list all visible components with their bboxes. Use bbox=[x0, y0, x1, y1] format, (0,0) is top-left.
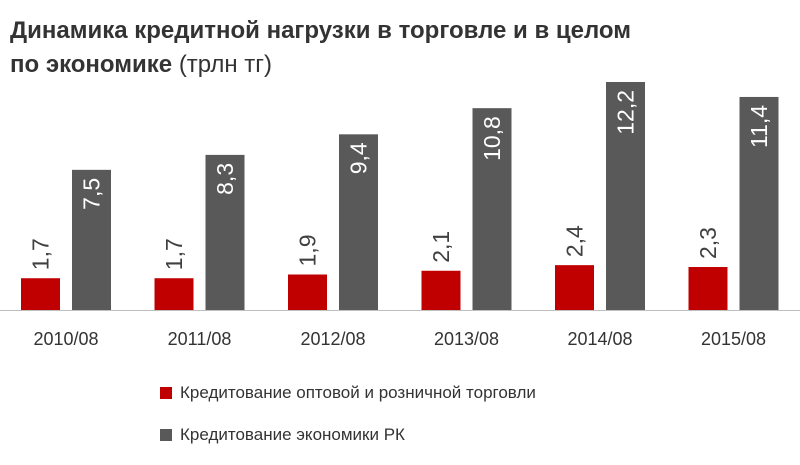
legend: Кредитование оптовой и розничной торговл… bbox=[160, 378, 536, 462]
data-label-trade-2011/08: 1,7 bbox=[161, 238, 187, 270]
bar-economy-2011/08 bbox=[205, 154, 245, 310]
bar-trade-2012/08 bbox=[288, 274, 327, 310]
data-label-economy-2011/08: 8,3 bbox=[212, 163, 238, 195]
x-tick-label-2013/08: 2013/08 bbox=[434, 329, 499, 349]
legend-swatch-trade bbox=[160, 387, 172, 399]
data-label-economy-2013/08: 10,8 bbox=[479, 116, 505, 161]
data-label-trade-2013/08: 2,1 bbox=[428, 231, 454, 263]
bar-trade-2013/08 bbox=[421, 270, 461, 310]
legend-label-economy: Кредитование экономики РК bbox=[180, 425, 405, 444]
bar-economy-2012/08 bbox=[339, 134, 378, 310]
data-label-economy-2010/08: 7,5 bbox=[79, 178, 105, 210]
data-label-trade-2010/08: 1,7 bbox=[28, 238, 54, 270]
legend-swatch-economy bbox=[160, 429, 172, 441]
bar-economy-2015/08 bbox=[739, 96, 779, 310]
x-tick-label-2011/08: 2011/08 bbox=[168, 329, 232, 349]
data-label-economy-2015/08: 11,4 bbox=[746, 105, 772, 148]
chart-title: Динамика кредитной нагрузки в торговле и… bbox=[10, 17, 632, 78]
bar-trade-2014/08 bbox=[555, 265, 594, 310]
data-label-economy-2014/08: 12,2 bbox=[613, 90, 639, 135]
chart-unit: (трлн тг) bbox=[178, 51, 272, 78]
legend-item-trade: Кредитование оптовой и розничной торговл… bbox=[160, 378, 536, 408]
x-tick-label-2010/08: 2010/08 bbox=[33, 329, 98, 349]
data-label-trade-2012/08: 1,9 bbox=[295, 235, 321, 267]
bar-economy-2013/08 bbox=[472, 108, 512, 310]
legend-label-trade: Кредитование оптовой и розничной торговл… bbox=[180, 383, 536, 402]
x-tick-label-2012/08: 2012/08 bbox=[300, 329, 365, 349]
data-label-trade-2015/08: 2,3 bbox=[695, 227, 721, 259]
bar-economy-2014/08 bbox=[606, 82, 645, 310]
chart-title-block: Динамика кредитной нагрузки в торговле и… bbox=[10, 14, 650, 82]
x-tick-label-2014/08: 2014/08 bbox=[567, 329, 632, 349]
x-tick-label-2015/08: 2015/08 bbox=[701, 329, 766, 349]
bar-trade-2015/08 bbox=[688, 267, 728, 310]
data-label-trade-2014/08: 2,4 bbox=[562, 225, 588, 257]
bar-trade-2010/08 bbox=[21, 278, 60, 310]
bar-economy-2010/08 bbox=[72, 169, 111, 310]
data-label-economy-2012/08: 9,4 bbox=[346, 142, 372, 174]
legend-item-economy: Кредитование экономики РК bbox=[160, 420, 536, 450]
bar-trade-2011/08 bbox=[154, 278, 194, 310]
